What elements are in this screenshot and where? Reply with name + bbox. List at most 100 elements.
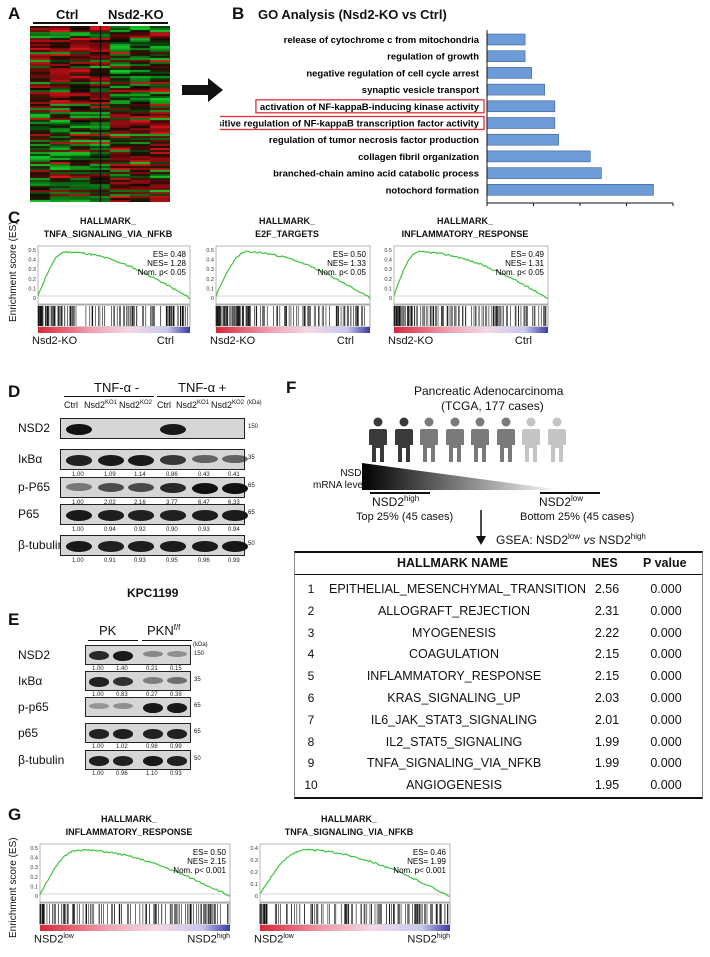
gsea-vs: vs: [583, 533, 596, 547]
gsea-g1-stat: Nom. p< 0.001: [173, 866, 226, 875]
arrow-right-icon: [182, 78, 223, 102]
blot-e-membrane-2: [85, 697, 191, 717]
gsea-c1-stat: ES= 0.48: [153, 250, 187, 259]
blot-e-quant: 0.21: [146, 666, 158, 672]
th-nes: NES: [592, 556, 618, 570]
lane-ko1-2: Nsd2KO1: [176, 400, 209, 410]
blot-d-band: [128, 541, 154, 552]
person-icon: [496, 417, 515, 462]
gsea-g1-ytick: 0.4: [30, 856, 38, 862]
high-bracket: [370, 492, 430, 494]
go-category-label: synaptic vesicle transport: [362, 85, 480, 96]
gsea-g2-left-sup: low: [283, 933, 294, 940]
blot-d-band: [160, 541, 186, 552]
blot-e-mw-3: 65: [194, 729, 201, 735]
blot-e-band: [89, 677, 109, 687]
lane-ctrl-1: Ctrl: [64, 400, 78, 410]
table-row-pvalue: 0.000: [650, 691, 682, 705]
gsea-g1-right-sup: high: [216, 933, 230, 940]
blot-d-membrane-0: [60, 418, 245, 439]
go-bar: [486, 50, 526, 62]
blot-e-quant: 1.02: [116, 744, 128, 750]
blot-e-band: [167, 677, 187, 684]
nsd2-high-label: NSD2high: [372, 494, 419, 509]
gsea-c2-title-2: E2F_TARGETS: [255, 229, 319, 239]
gsea-g2-frame: [259, 843, 451, 903]
blot-e-label-3: p65: [18, 726, 39, 740]
blot-d-band: [222, 510, 248, 521]
go-bar: [486, 133, 559, 146]
cond-minus-line: [64, 396, 154, 397]
hallmark-table: HALLMARK NAME NES P value 1 EPITHELIAL_ME…: [294, 551, 703, 799]
heatmap-group-ctrl: Ctrl: [56, 7, 79, 22]
table-row-name: MYOGENESIS: [411, 625, 497, 640]
gsea-g-ylabel: Enrichment score (ES): [8, 837, 19, 938]
blot-d-quant: 3.77: [166, 500, 178, 506]
gsea-g1-ytick: 0.3: [30, 865, 38, 871]
blot-d-band: [66, 483, 92, 491]
gsea-c2-left-label: Nsd2-KO: [210, 335, 256, 347]
group-pk: PK: [99, 623, 117, 638]
blot-e-label-0: NSD2: [18, 648, 51, 662]
blot-d-quant: 1.09: [104, 472, 116, 478]
blot-e-quant: 0.15: [170, 666, 182, 672]
go-highlight-box: [255, 99, 485, 114]
gsea-g1-left-sup: low: [63, 933, 74, 940]
table-row-nes: 2.56: [594, 582, 620, 596]
gsea-c2-ytick: 0.1: [206, 286, 214, 292]
gsea-c1-ytick: 0.5: [28, 248, 36, 254]
person-icon: [547, 417, 566, 462]
bottom-25-label: Bottom 25% (45 cases): [520, 511, 635, 523]
gsea-c2-ytick: 0: [211, 296, 214, 302]
table-row-name: IL6_JAK_STAT3_SIGNALING: [370, 712, 538, 727]
blot-e-band: [89, 651, 109, 661]
blot-d-quant: 0.90: [166, 527, 178, 533]
gsea-c2-right-label: Ctrl: [336, 335, 354, 347]
group-pkn-line: [142, 640, 192, 641]
go-category-label: collagen fibril organization: [358, 152, 479, 163]
gsea-c2-stat: Nom. p< 0.05: [318, 268, 367, 277]
table-row-rank: 4: [307, 647, 315, 662]
gsea-c1-stat: Nom. p< 0.05: [138, 268, 187, 277]
blot-d-quant: 0.86: [166, 472, 178, 478]
gsea-c3-plot: HALLMARK_ INFLAMMATORY_RESPONSE 0.5 0.4 0.3 0…: [378, 216, 552, 347]
blot-d-band: [192, 541, 218, 552]
table-row-rank: 3: [307, 625, 315, 640]
blot-d-band: [222, 455, 248, 464]
kda-label-e: (kDa): [193, 642, 208, 648]
table-header-rule: [295, 574, 702, 575]
blot-d-label-0: NSD2: [18, 421, 51, 435]
gsea-c1-ytick: 0.1: [28, 286, 36, 292]
blot-e-band: [113, 756, 133, 766]
table-row-pvalue: 0.000: [650, 712, 682, 727]
blot-e-band: [167, 729, 187, 739]
lane-ko2-2: Nsd2KO2: [211, 400, 244, 410]
gsea-g1-plot: HALLMARK_ INFLAMMATORY_RESPONSE 0.5 0.4 0.3 0…: [24, 814, 234, 946]
gsea-c3-frame: [393, 245, 549, 305]
gsea-g2-ytick: 0.4: [250, 846, 258, 852]
go-bar: [486, 83, 545, 96]
gsea-g2-stat: NES= 1.99: [407, 857, 446, 866]
table-row-nes: 1.99: [594, 734, 620, 749]
blot-d-quant: 1.00: [72, 500, 84, 506]
blot-d-band: [222, 541, 248, 552]
gsea-c2-plot: HALLMARK_ E2F_TARGETS 0.5 0.4 0.3 0.2 0.1 0 ES= …: [200, 216, 374, 347]
cond-plus: TNF-α +: [178, 380, 227, 395]
table-row-name: IL2_STAT5_SIGNALING: [385, 734, 523, 749]
go-bar: [486, 33, 526, 46]
group-pkn-sup: f/f: [173, 623, 181, 632]
panel-label-e: E: [8, 610, 20, 629]
gsea-g1-es-curve: [39, 848, 231, 897]
blot-e-band: [113, 677, 133, 686]
blot-d-band: [160, 483, 186, 494]
gsea-g1-title-2: INFLAMMATORY_RESPONSE: [65, 827, 193, 837]
blot-d-label-3: P65: [18, 507, 40, 521]
blot-e-band: [89, 756, 109, 766]
table-row-rank: 7: [307, 712, 315, 727]
go-category-label: regulation of tumor necrosis factor prod…: [269, 135, 479, 146]
panel-label-a: A: [8, 4, 21, 23]
gsea-c3-ytick: 0.2: [384, 277, 392, 283]
gsea-c3-right-label: Ctrl: [514, 335, 532, 347]
